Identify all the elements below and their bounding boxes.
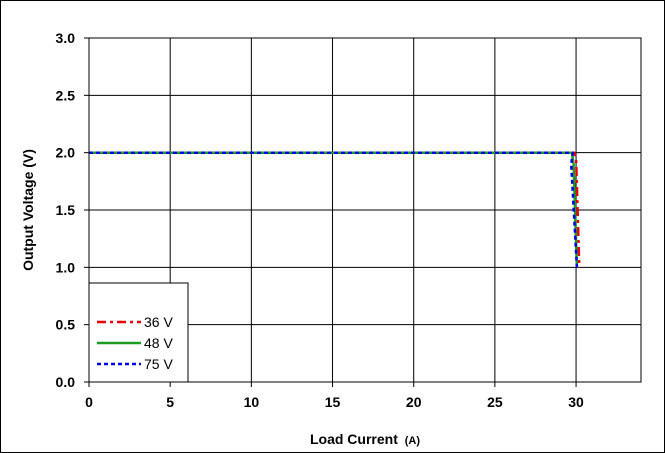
- y-tick-label: 2.5: [56, 87, 76, 103]
- legend-box: [88, 282, 189, 383]
- x-tick-label: 20: [406, 394, 422, 410]
- x-axis-title: Load Current (A): [310, 431, 420, 447]
- legend-label: 75 V: [144, 356, 173, 372]
- y-tick-label: 1.0: [56, 259, 76, 275]
- x-tick-label: 15: [325, 394, 341, 410]
- y-tick-label: 1.5: [56, 202, 76, 218]
- series-group: [89, 151, 581, 268]
- x-axis-title-main: Load Current: [310, 431, 398, 447]
- legend-label: 36 V: [144, 314, 173, 330]
- x-axis-title-unit: (A): [405, 435, 421, 447]
- x-tick-label: 30: [568, 394, 584, 410]
- x-tick-label: 10: [244, 394, 260, 410]
- y-tick-label: 3.0: [56, 30, 76, 46]
- y-tick-label: 0.0: [56, 374, 76, 390]
- y-axis-ticks: 0.0 0.5 1.0 1.5 2.0 2.5 3.0: [56, 30, 89, 390]
- legend: 36 V 48 V 75 V: [88, 282, 189, 383]
- y-tick-label: 2.0: [56, 145, 76, 161]
- x-tick-label: 5: [166, 394, 174, 410]
- x-axis-ticks: 0 5 10 15 20 25 30: [85, 382, 584, 410]
- x-tick-label: 0: [85, 394, 93, 410]
- x-tick-label: 25: [487, 394, 503, 410]
- y-tick-label: 0.5: [56, 317, 76, 333]
- legend-label: 48 V: [144, 335, 173, 351]
- y-axis-title: Output Voltage (V): [20, 149, 36, 271]
- series-line-75v: [89, 151, 579, 268]
